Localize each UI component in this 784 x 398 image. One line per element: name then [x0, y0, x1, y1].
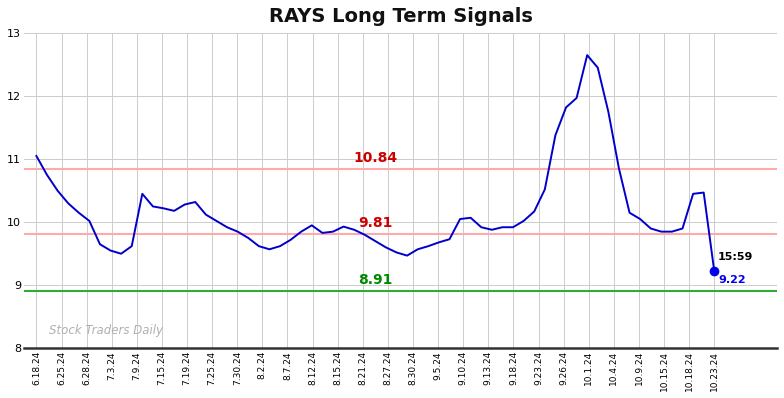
Title: RAYS Long Term Signals: RAYS Long Term Signals: [268, 7, 532, 26]
Text: 9.22: 9.22: [718, 275, 746, 285]
Text: Stock Traders Daily: Stock Traders Daily: [49, 324, 163, 337]
Text: 15:59: 15:59: [718, 252, 753, 263]
Text: 10.84: 10.84: [354, 151, 397, 165]
Text: 9.81: 9.81: [358, 216, 393, 230]
Text: 8.91: 8.91: [358, 273, 393, 287]
